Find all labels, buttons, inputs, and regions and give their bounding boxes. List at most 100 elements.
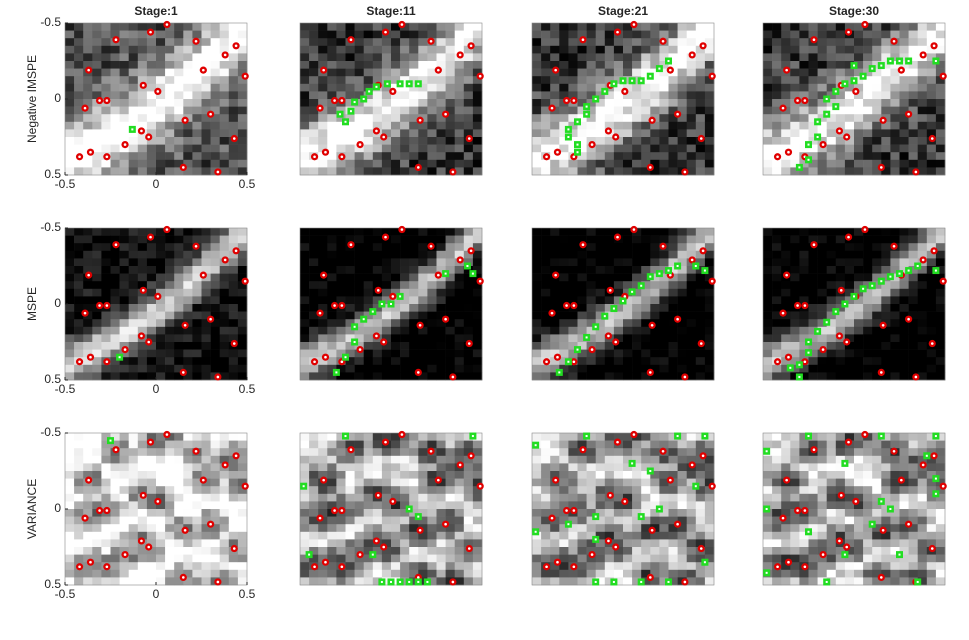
heatmap-cell: [863, 266, 872, 274]
heatmap-cell: [705, 228, 714, 236]
heatmap-cell: [827, 76, 836, 84]
design-point-center: [224, 54, 227, 57]
heatmap-cell: [165, 334, 174, 342]
heatmap-cell: [669, 243, 678, 251]
design-point-center: [89, 561, 92, 564]
heatmap-cell: [455, 433, 464, 441]
heatmap-cell: [74, 486, 83, 494]
design-point-center: [84, 107, 87, 110]
heatmap-cell: [138, 365, 147, 373]
heatmap-cell: [696, 114, 705, 122]
heatmap-cell: [781, 46, 790, 54]
heatmap-cell: [532, 334, 541, 342]
heatmap-cell: [364, 258, 373, 266]
heatmap-cell: [336, 228, 345, 236]
heatmap-cell: [318, 236, 327, 244]
heatmap-cell: [336, 570, 345, 578]
heatmap-cell: [632, 38, 641, 46]
design-point-center: [614, 341, 617, 344]
heatmap-cell: [641, 31, 650, 39]
heatmap-cell: [623, 31, 632, 39]
heatmap-cell: [129, 501, 138, 509]
heatmap-cell: [391, 69, 400, 77]
heatmap-cell: [220, 38, 229, 46]
heatmap-cell: [881, 296, 890, 304]
heatmap-cell: [101, 122, 110, 130]
heatmap-cell: [559, 479, 568, 487]
heatmap-cell: [309, 448, 318, 456]
heatmap-cell: [818, 236, 827, 244]
heatmap-cell: [836, 258, 845, 266]
heatmap-cell: [927, 152, 936, 160]
heatmap-cell: [391, 448, 400, 456]
heatmap-cell: [192, 23, 201, 31]
heatmap-cell: [309, 69, 318, 77]
heatmap-cell: [669, 99, 678, 107]
heatmap-cell: [92, 441, 101, 449]
heatmap-cell: [183, 479, 192, 487]
design-point-center: [324, 356, 327, 359]
heatmap-cell: [818, 334, 827, 342]
heatmap-cell: [632, 122, 641, 130]
heatmap-cell: [578, 539, 587, 547]
heatmap-cell: [211, 46, 220, 54]
heatmap-cell: [355, 152, 364, 160]
heatmap-cell: [632, 266, 641, 274]
heatmap-cell: [854, 31, 863, 39]
heatmap-cell: [129, 312, 138, 320]
heatmap-cell: [409, 145, 418, 153]
heatmap-cell: [229, 304, 238, 312]
heatmap-cell: [872, 258, 881, 266]
heatmap-cell: [65, 562, 74, 570]
y-tick-label: 0: [54, 296, 61, 310]
heatmap-cell: [705, 327, 714, 335]
heatmap-cell: [455, 69, 464, 77]
heatmap-cell: [568, 372, 577, 380]
heatmap-cell: [909, 46, 918, 54]
heatmap-cell: [129, 570, 138, 578]
heatmap-cell: [202, 258, 211, 266]
heatmap-cell: [156, 372, 165, 380]
design-point-center: [649, 371, 652, 374]
heatmap-cell: [364, 152, 373, 160]
heatmap-cell: [437, 448, 446, 456]
added-point-center: [567, 136, 569, 138]
heatmap-cell: [799, 76, 808, 84]
heatmap-cell: [809, 61, 818, 69]
heatmap-cell: [183, 486, 192, 494]
heatmap-cell: [678, 46, 687, 54]
design-point-center: [459, 464, 462, 467]
heatmap-cell: [373, 456, 382, 464]
heatmap-cell: [211, 539, 220, 547]
heatmap-cell: [641, 357, 650, 365]
heatmap-cell: [455, 114, 464, 122]
added-point-center: [577, 121, 579, 123]
heatmap-cell: [165, 160, 174, 168]
heatmap-cell: [165, 31, 174, 39]
heatmap-cell: [192, 91, 201, 99]
heatmap-cell: [696, 350, 705, 358]
heatmap-cell: [192, 532, 201, 540]
heatmap-cell: [192, 99, 201, 107]
heatmap-cell: [473, 372, 482, 380]
heatmap-cell: [669, 122, 678, 130]
heatmap-cell: [596, 53, 605, 61]
heatmap-cell: [799, 84, 808, 92]
heatmap-cell: [400, 304, 409, 312]
heatmap-cell: [174, 433, 183, 441]
heatmap-cell: [863, 357, 872, 365]
heatmap-cell: [781, 236, 790, 244]
heatmap-cell: [229, 236, 238, 244]
heatmap-cell: [568, 327, 577, 335]
heatmap-cell: [437, 167, 446, 175]
heatmap-cell: [418, 312, 427, 320]
heatmap-cell: [836, 61, 845, 69]
heatmap-cell: [211, 53, 220, 61]
heatmap-cell: [183, 494, 192, 502]
heatmap-cell: [587, 84, 596, 92]
heatmap-cell: [909, 228, 918, 236]
heatmap-cell: [614, 38, 623, 46]
heatmap-cell: [318, 23, 327, 31]
added-point-center: [871, 285, 873, 287]
heatmap-cell: [382, 281, 391, 289]
